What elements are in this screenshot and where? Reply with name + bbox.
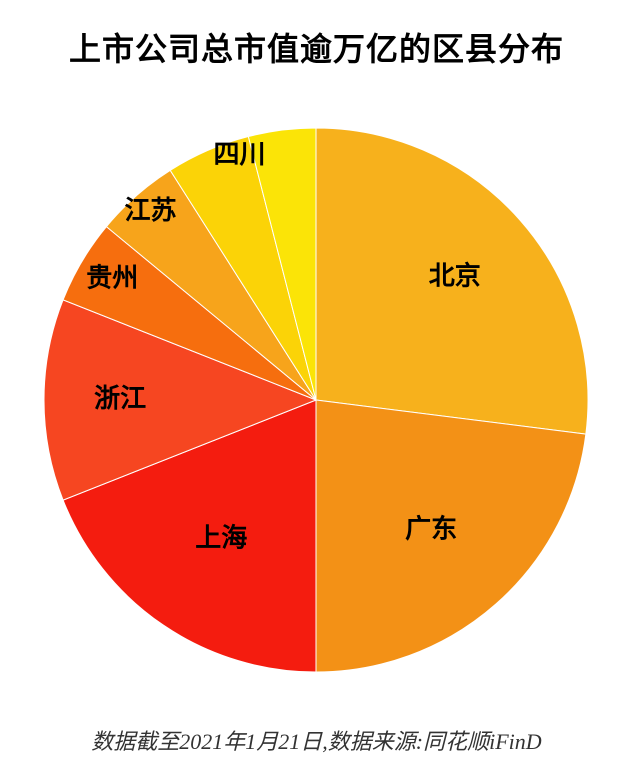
pie-slice-label: 江苏 [125,195,177,225]
pie-slice-label: 四川 [214,139,266,169]
pie-slice-label: 浙江 [94,383,146,413]
pie-svg: 北京广东 上海 浙江 贵州 江苏 四川 [0,100,633,700]
pie-slice-label: 贵州 [86,262,138,292]
pie-chart: 北京广东 上海 浙江 贵州 江苏 四川 [0,100,633,700]
pie-slice-label: 上海 [195,522,247,552]
pie-slice-label: 北京 [429,261,481,291]
chart-title: 上市公司总市值逾万亿的区县分布 [0,24,633,70]
chart-footer: 数据截至2021年1月21日,数据来源:同花顺iFinD [0,724,633,756]
page: 上市公司总市值逾万亿的区县分布 北京广东 上海 浙江 贵州 江苏 四川 数据截至2021年… [0,0,633,780]
pie-slice-label: 广东 [405,513,457,543]
